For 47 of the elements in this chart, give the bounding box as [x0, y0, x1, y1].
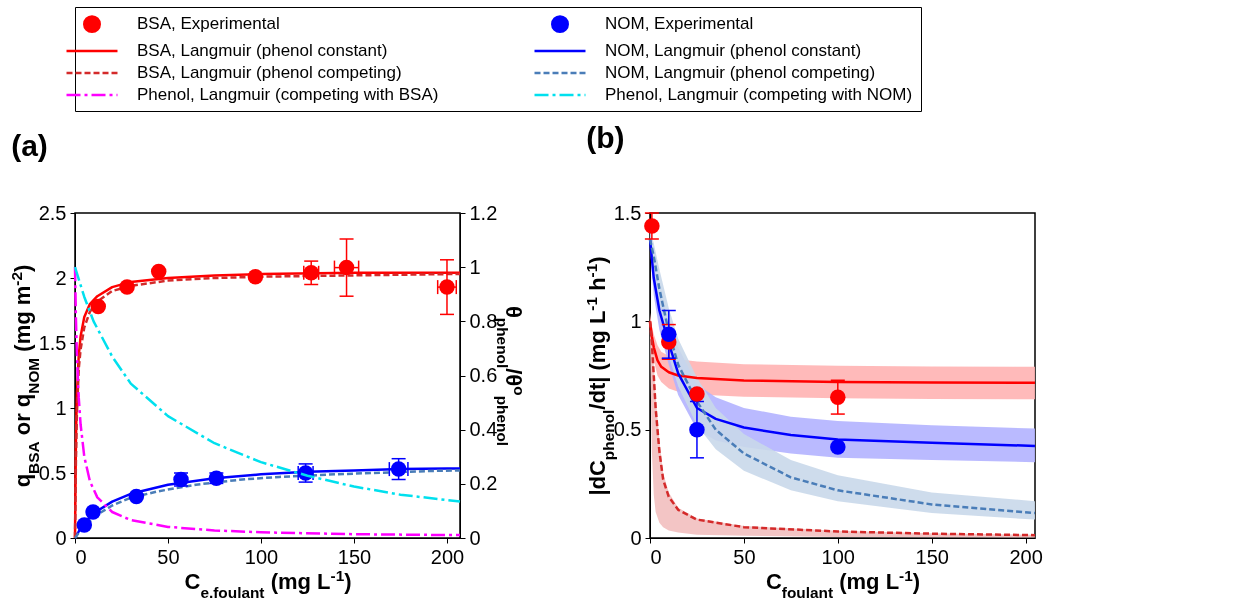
point [119, 279, 135, 295]
x-tick-label: 50 [157, 545, 180, 568]
point [338, 259, 355, 276]
y-tick-label: 1 [55, 396, 67, 419]
y-tick-label: 2.5 [38, 201, 67, 224]
legend-label: Phenol, Langmuir (competing with BSA) [137, 85, 439, 104]
point [689, 386, 705, 402]
x-tick-label: 100 [244, 545, 279, 568]
legend-label: NOM, Langmuir (phenol constant) [605, 41, 862, 60]
y-tick-label: 1.5 [613, 201, 642, 224]
chart-title: (b) [586, 120, 625, 154]
y-tick-label: 2 [55, 266, 67, 289]
y-tick-label: 0 [630, 526, 642, 549]
y-tick-label: 1.5 [38, 331, 67, 354]
chart-title: (a) [11, 128, 48, 162]
point [150, 263, 167, 280]
x-tick-label: 200 [1009, 545, 1043, 568]
y2-tick-label: 0 [469, 526, 481, 549]
point [128, 488, 145, 505]
y2-tick-label: 0.2 [469, 472, 498, 495]
x-tick-label: 150 [915, 545, 949, 568]
y-tick-label: 0 [55, 526, 67, 549]
point [830, 389, 846, 405]
x-tick-label: 0 [75, 545, 87, 568]
legend-label: Phenol, Langmuir (competing with NOM) [605, 85, 913, 104]
y2-tick-label: 1 [469, 255, 481, 278]
x-axis-title: C$_{foulant}$ (mg L$^{-1}$) [765, 566, 921, 600]
x-tick-label: 200 [430, 545, 465, 568]
x-tick-label: 0 [650, 545, 662, 568]
point [689, 421, 705, 438]
point [76, 517, 93, 533]
legend-label: NOM, Langmuir (phenol competing) [605, 63, 876, 82]
legend-label: BSA, Langmuir (phenol constant) [137, 41, 388, 60]
x-tick-label: 150 [337, 545, 372, 568]
point [644, 218, 660, 234]
legend-label: BSA, Langmuir (phenol competing) [137, 63, 402, 82]
legend-label: BSA, Experimental [137, 14, 280, 34]
legend-label: NOM, Experimental [605, 14, 754, 34]
point [830, 439, 846, 455]
y-tick-label: 1 [630, 309, 642, 332]
point [661, 326, 677, 343]
x-tick-label: 50 [733, 545, 756, 568]
y2-tick-label: 1.2 [469, 201, 498, 224]
point [247, 268, 264, 285]
point [85, 504, 101, 520]
point [90, 298, 106, 315]
x-tick-label: 100 [821, 545, 855, 568]
